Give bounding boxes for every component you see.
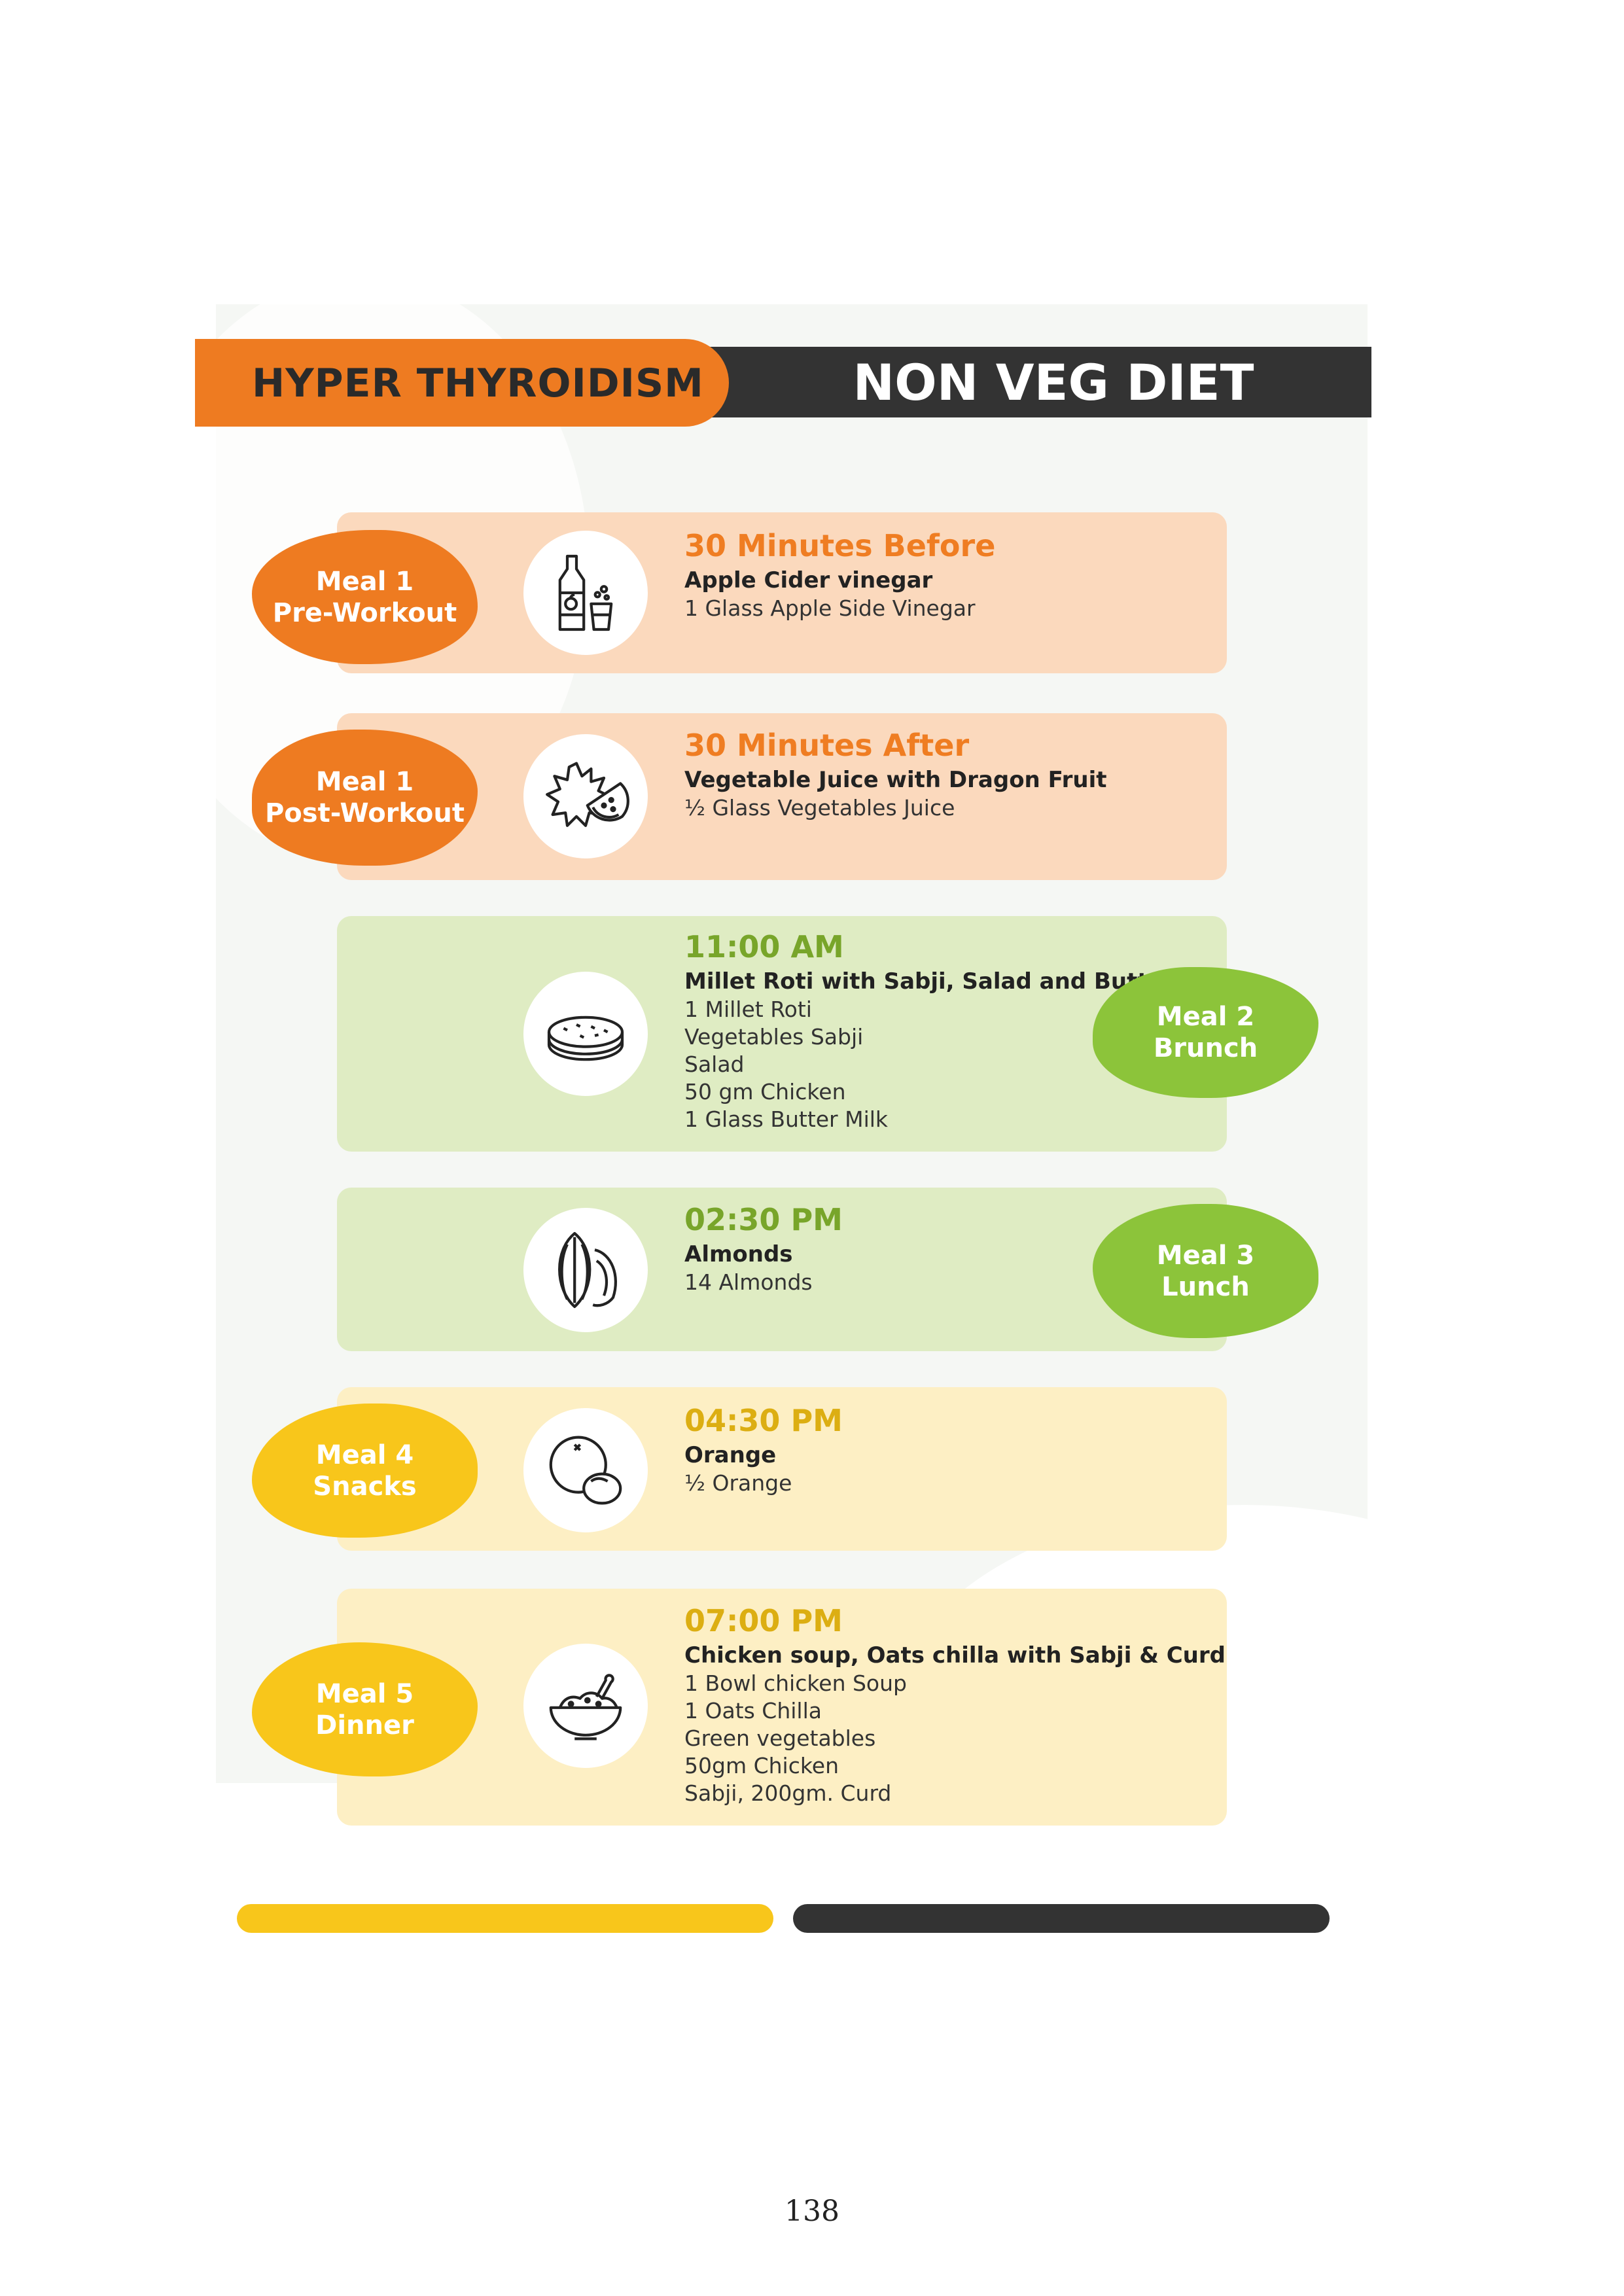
meal-item: 1 Glass Butter Milk <box>684 1106 889 1132</box>
meal-type: Dinner <box>315 1710 414 1740</box>
footer-dark-bar <box>793 1904 1330 1933</box>
meal-dish: Apple Cider vinegar <box>684 567 933 593</box>
icon-circle <box>523 531 648 655</box>
meal-dish: Chicken soup, Oats chilla with Sabji & C… <box>684 1642 1226 1669</box>
meal-time: 02:30 PM <box>684 1202 843 1237</box>
meal-time: 30 Minutes Before <box>684 528 996 563</box>
meal-dish: Almonds <box>684 1241 793 1267</box>
meal-type: Post-Workout <box>264 798 465 828</box>
meal-time: 11:00 AM <box>684 929 844 964</box>
meal-info: 04:30 PM Orange ½ Orange <box>684 1402 1221 1497</box>
meal-item: 1 Millet Roti <box>684 997 812 1022</box>
meal-item: 14 Almonds <box>684 1269 813 1295</box>
meal-item: Green vegetables <box>684 1725 876 1751</box>
meal-card-snacks <box>337 1387 1227 1551</box>
orange-fruit-icon <box>549 1436 622 1505</box>
header-diet-title: NON VEG DIET <box>853 353 1254 412</box>
roti-icon <box>547 1016 624 1061</box>
meal-dish: Orange <box>684 1442 777 1468</box>
meal-items: 1 Glass Apple Side Vinegar <box>684 595 1221 622</box>
meal-type: Snacks <box>313 1471 417 1502</box>
meal-number: Meal 2 <box>1156 1002 1255 1032</box>
dragon-fruit-icon <box>546 762 629 827</box>
icon-circle <box>523 1208 648 1332</box>
icon-circle <box>523 734 648 858</box>
header-dark-band <box>694 347 1371 417</box>
meal-item: ½ Glass Vegetables Juice <box>684 795 955 821</box>
meal-card-post-workout <box>337 713 1227 880</box>
meal-item: 1 Bowl chicken Soup <box>684 1670 907 1696</box>
meal-label-pre-workout: Meal 1 Pre-Workout <box>252 530 478 664</box>
meal-item: ½ Orange <box>684 1470 792 1496</box>
meal-label-lunch: Meal 3 Lunch <box>1093 1204 1318 1338</box>
meal-item: 50 gm Chicken <box>684 1079 846 1104</box>
header-condition-title: HYPER THYROIDISM <box>252 361 704 406</box>
footer-yellow-bar <box>237 1904 773 1933</box>
meal-items: ½ Glass Vegetables Juice <box>684 794 1221 822</box>
meal-card-lunch <box>337 1188 1227 1351</box>
meal-number: Meal 4 <box>315 1439 414 1470</box>
meal-item: 1 Oats Chilla <box>684 1698 822 1723</box>
meal-number: Meal 1 <box>315 767 414 797</box>
icon-circle <box>523 972 648 1096</box>
icon-circle <box>523 1408 648 1532</box>
meal-item: Sabji, 200gm. Curd <box>684 1780 892 1806</box>
meal-time: 30 Minutes After <box>684 728 970 763</box>
meal-dish: Vegetable Juice with Dragon Fruit <box>684 767 1107 793</box>
meal-item: Salad <box>684 1051 745 1077</box>
meal-number: Meal 1 <box>315 566 414 597</box>
meal-info: 30 Minutes Before Apple Cider vinegar 1 … <box>684 527 1221 622</box>
meal-items: 14 Almonds <box>684 1269 1221 1296</box>
meal-type: Brunch <box>1153 1033 1258 1063</box>
almond-icon <box>558 1231 617 1309</box>
meal-item: 1 Glass Apple Side Vinegar <box>684 595 976 621</box>
meal-info: 07:00 PM Chicken soup, Oats chilla with … <box>684 1602 1226 1807</box>
meal-time: 04:30 PM <box>684 1403 843 1438</box>
meal-card-dinner <box>337 1589 1227 1826</box>
meal-card-pre-workout <box>337 512 1227 673</box>
meal-items: 1 Bowl chicken Soup 1 Oats Chilla Green … <box>684 1670 1221 1807</box>
meal-info: 02:30 PM Almonds 14 Almonds <box>684 1201 1221 1296</box>
meal-label-brunch: Meal 2 Brunch <box>1093 967 1318 1098</box>
meal-label-dinner: Meal 5 Dinner <box>252 1642 478 1776</box>
header-orange-tab <box>195 339 729 427</box>
meal-type: Lunch <box>1161 1271 1250 1302</box>
meal-label-snacks: Meal 4 Snacks <box>252 1404 478 1538</box>
meal-card-brunch <box>337 916 1227 1152</box>
meal-items: ½ Orange <box>684 1470 1221 1497</box>
meal-type: Pre-Workout <box>272 597 457 628</box>
bottle-glass-icon <box>558 554 613 631</box>
meal-item: Vegetables Sabji <box>684 1024 864 1050</box>
meal-label-post-workout: Meal 1 Post-Workout <box>252 730 478 866</box>
meal-number: Meal 3 <box>1156 1240 1255 1271</box>
bowl-icon <box>549 1674 622 1740</box>
meal-item: 50gm Chicken <box>684 1753 839 1778</box>
page-number: 138 <box>785 2195 839 2228</box>
meal-time: 07:00 PM <box>684 1603 843 1638</box>
icon-circle <box>523 1644 648 1768</box>
meal-items: 1 Millet Roti Vegetables Sabji Salad 50 … <box>684 996 1221 1133</box>
meal-number: Meal 5 <box>315 1678 414 1709</box>
meal-info: 30 Minutes After Vegetable Juice with Dr… <box>684 726 1221 822</box>
